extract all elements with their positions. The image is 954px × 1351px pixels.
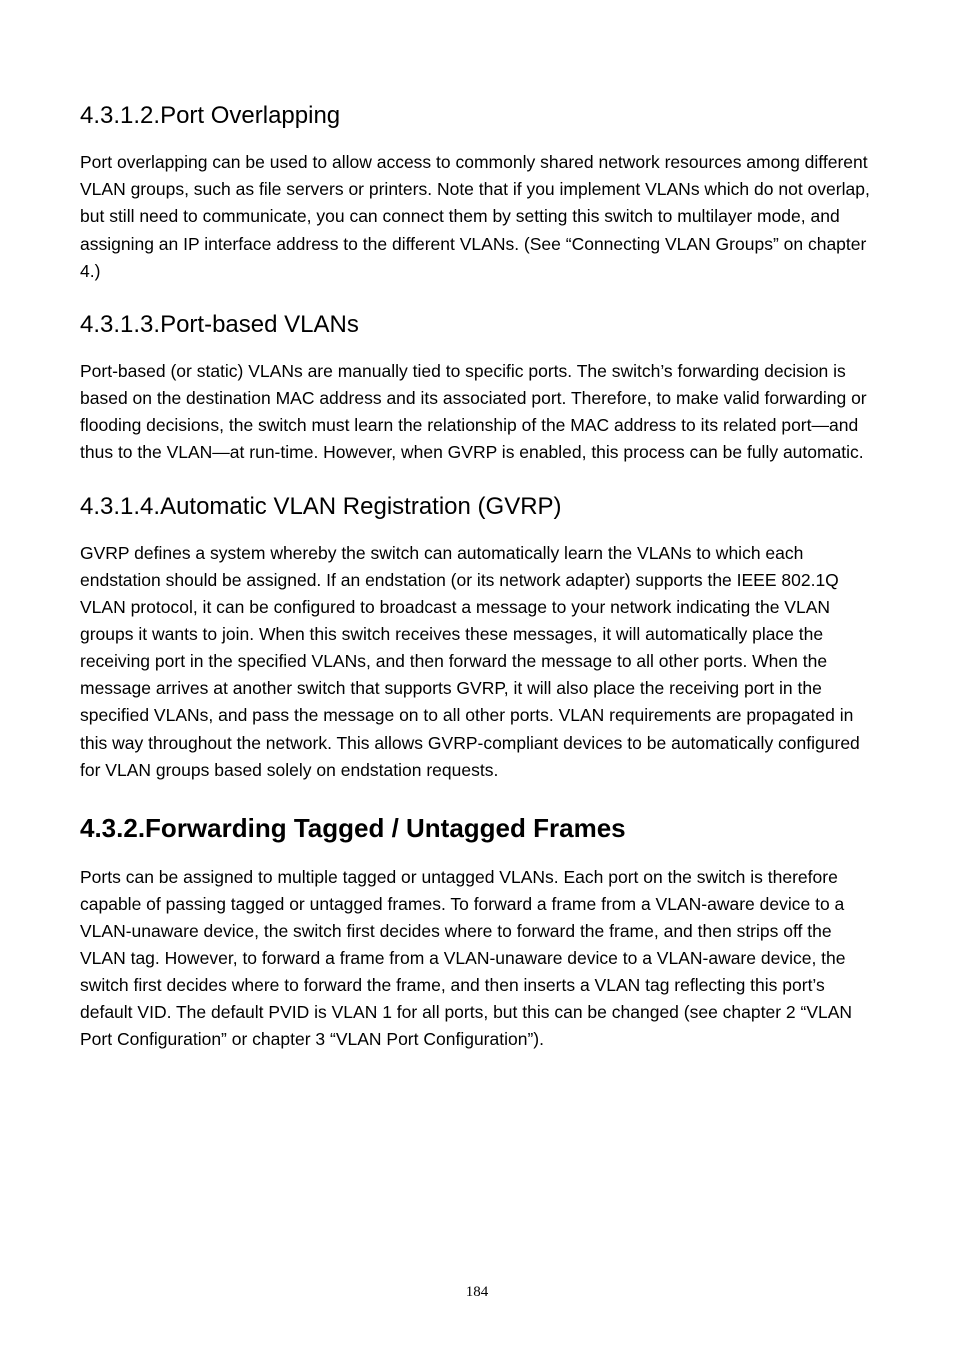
page-number: 184 <box>0 1284 954 1301</box>
heading-port-overlapping: 4.3.1.2.Port Overlapping <box>80 100 874 131</box>
paragraph-gvrp: GVRP defines a system whereby the switch… <box>80 540 874 784</box>
document-page: 4.3.1.2.Port Overlapping Port overlappin… <box>0 0 954 1351</box>
paragraph-forwarding-frames: Ports can be assigned to multiple tagged… <box>80 864 874 1054</box>
heading-port-based-vlans: 4.3.1.3.Port-based VLANs <box>80 309 874 340</box>
paragraph-port-based-vlans: Port-based (or static) VLANs are manuall… <box>80 358 874 467</box>
paragraph-port-overlapping: Port overlapping can be used to allow ac… <box>80 149 874 285</box>
heading-forwarding-frames: 4.3.2.Forwarding Tagged / Untagged Frame… <box>80 812 874 846</box>
heading-gvrp: 4.3.1.4.Automatic VLAN Registration (GVR… <box>80 491 874 522</box>
